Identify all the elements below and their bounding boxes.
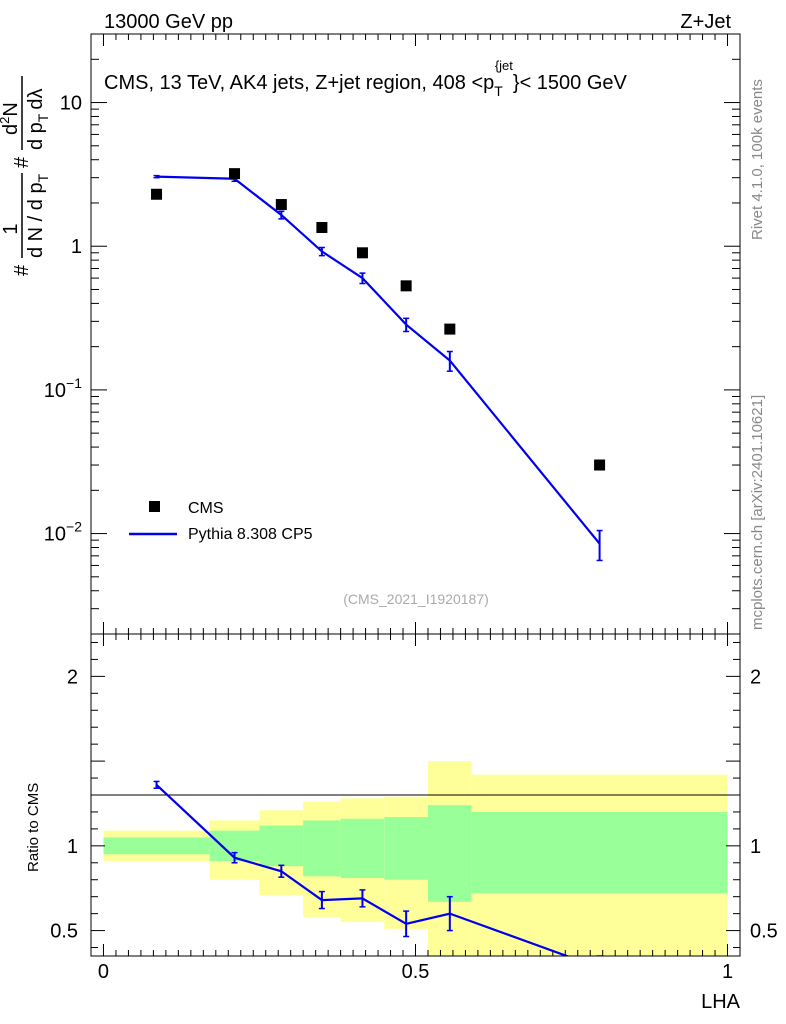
- ratio-y-tick-labels: 2 2 1 1 0.5 0.5: [50, 666, 778, 942]
- ratio-y-tick-label-left-1: 1: [67, 836, 78, 858]
- ylabel-frac1-den: d N / d pT: [25, 173, 51, 258]
- ratio-panel: 2 21 10.5 0.5 Ratio to CMS 0 0.5 1 LHA: [25, 633, 778, 1013]
- ratio-y-axis-label: Ratio to CMS: [25, 783, 42, 872]
- main-y-tick-label-3: 10−2: [44, 519, 82, 546]
- ylabel-hash2: #: [11, 156, 33, 168]
- cms-point-2: [275, 199, 287, 211]
- x-axis-label: LHA: [701, 991, 741, 1013]
- ylabel-frac2-num: d2N: [0, 102, 22, 135]
- mcplots-label: mcplots.cern.ch [arXiv:2401.10621]: [749, 395, 766, 630]
- main-axis-ticks: [91, 33, 740, 635]
- ratio-y-tick-label-left-0: 2: [67, 666, 78, 688]
- x-tick-label-0: 0: [98, 961, 109, 983]
- stat-uncertainty-band-5: [384, 817, 428, 880]
- cms-data-points: [151, 168, 606, 471]
- legend: CMS Pythia 8.308 CP5: [129, 500, 313, 543]
- ratio-y-tick-label-left-2: 0.5: [50, 921, 78, 943]
- ratio-y-tick-label-right-1: 1: [750, 836, 761, 858]
- legend-cms-marker: [149, 501, 160, 512]
- ratio-frame: [90, 633, 741, 957]
- stat-uncertainty-band-0: [103, 837, 210, 855]
- main-y-tick-label-0: 10: [60, 93, 82, 115]
- main-y-tick-label-2: 10−1: [44, 375, 82, 402]
- header-process-label: Z+Jet: [680, 11, 731, 33]
- main-y-tick-label-1: 1: [71, 236, 82, 258]
- main-y-axis-label: # 1 d N / d pT # d2N d pTdλ: [0, 76, 51, 276]
- main-frame: [90, 33, 741, 635]
- plot-title-pt-sub: T: [494, 83, 503, 99]
- ratio-axis-ticks: [91, 634, 740, 956]
- mc-ratio-line: [155, 784, 571, 956]
- plot-title: CMS, 13 TeV, AK4 jets, Z+jet region, 408…: [104, 58, 628, 99]
- cms-point-0: [151, 188, 163, 200]
- ratio-y-tick-label-right-0: 2: [750, 666, 761, 688]
- cms-point-4: [356, 247, 368, 259]
- cms-point-1: [229, 168, 241, 180]
- cms-point-7: [594, 459, 606, 471]
- plot-title-prefix: CMS, 13 TeV, AK4 jets, Z+jet region, 408…: [104, 72, 494, 94]
- legend-mc-label: Pythia 8.308 CP5: [188, 526, 313, 543]
- ylabel-frac2-den: d pTdλ: [25, 89, 51, 151]
- mc-series-main: [153, 174, 603, 562]
- plot-title-suffix: }< 1500 GeV: [513, 72, 628, 94]
- analysis-watermark: (CMS_2021_I1920187): [343, 591, 489, 607]
- ylabel-frac1-num: 1: [0, 223, 22, 234]
- ratio-uncertainty-bands: [103, 761, 728, 956]
- mc-ratio-clipped: [153, 780, 603, 956]
- stat-uncertainty-band-6: [427, 805, 472, 902]
- stat-uncertainty-band-2: [259, 825, 304, 867]
- ylabel-hash1: #: [11, 264, 33, 276]
- header-energy-label: 13000 GeV pp: [104, 11, 233, 33]
- stat-uncertainty-band-4: [340, 818, 385, 879]
- x-tick-labels: 0 0.5 1: [98, 961, 733, 983]
- legend-cms-label: CMS: [188, 500, 224, 517]
- stat-uncertainty-band-3: [303, 820, 341, 877]
- rivet-version-label: Rivet 4.1.0, 100k events: [749, 79, 766, 240]
- cms-point-6: [444, 323, 456, 335]
- cms-point-3: [316, 221, 328, 233]
- x-tick-label-2: 1: [722, 961, 733, 983]
- mc-series-ratio: [153, 780, 603, 956]
- mc-main-line: [156, 175, 601, 545]
- main-y-tick-labels: 10 1 10−1 10−2: [44, 93, 82, 546]
- x-tick-label-1: 0.5: [402, 961, 430, 983]
- stat-uncertainty-band-7: [471, 811, 728, 894]
- plot-title-pt-sup: {jet: [495, 58, 513, 73]
- ratio-y-tick-label-right-2: 0.5: [750, 921, 778, 943]
- main-panel: 10 1 10−1 10−2 CMS, 13 TeV, AK4 jets, Z+jet…: [0, 33, 741, 635]
- cms-point-5: [400, 280, 412, 292]
